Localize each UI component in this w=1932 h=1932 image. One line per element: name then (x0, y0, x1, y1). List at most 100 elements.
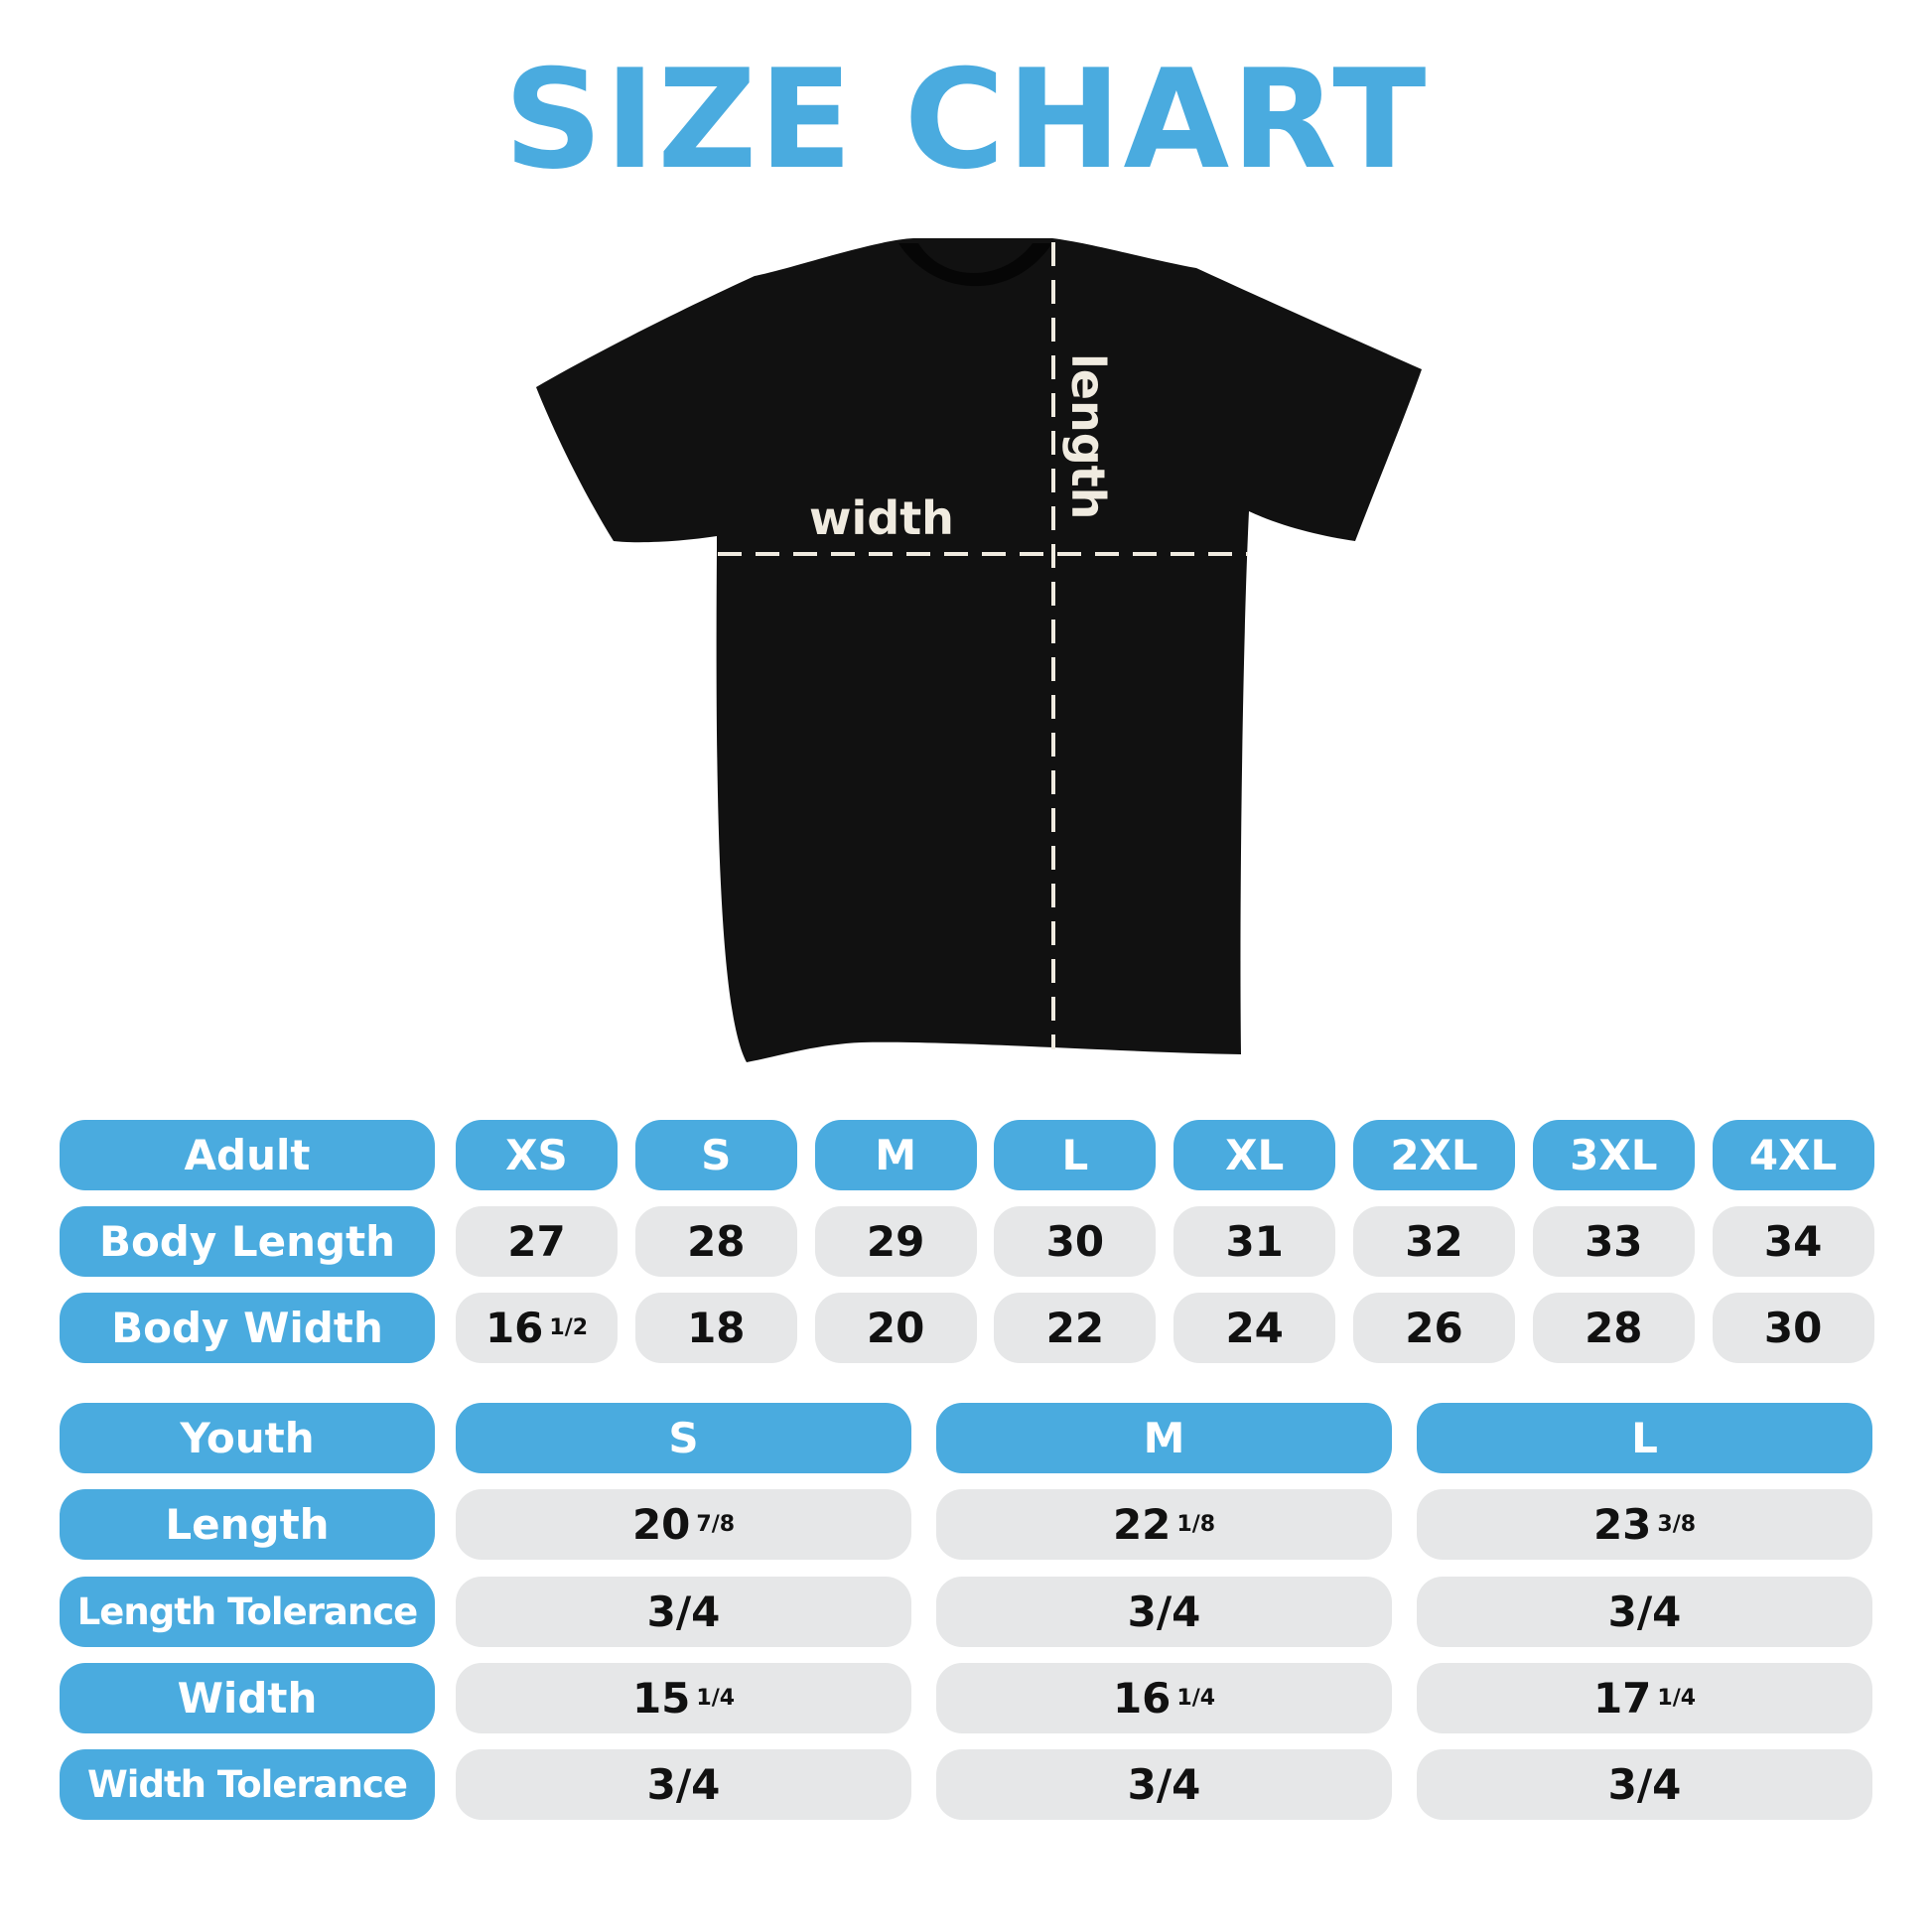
size-header-3xl: 3XL (1532, 1120, 1695, 1190)
size-header-2xl: 2XL (1353, 1120, 1515, 1190)
table-cell-text: 32 (1405, 1217, 1463, 1266)
row-label-text: Length Tolerance (76, 1590, 419, 1633)
row-label: Width Tolerance (60, 1749, 435, 1820)
table-cell: 32 (1353, 1206, 1515, 1277)
table-cell-text: 29 (866, 1217, 925, 1266)
table-cell-text: 22 (1112, 1500, 1172, 1549)
table-cell: 3/4 (1417, 1577, 1872, 1647)
table-cell: 26 (1353, 1293, 1515, 1363)
table-cell-text: 3/4 (646, 1760, 721, 1809)
size-header-m: M (814, 1120, 977, 1190)
table-cell: 30 (994, 1206, 1157, 1277)
size-header-4xl-text: 4XL (1748, 1131, 1838, 1179)
table-cell: 3/4 (936, 1577, 1392, 1647)
row-label-text: Width Tolerance (87, 1763, 408, 1806)
table-cell-text: 34 (1763, 1217, 1823, 1266)
fraction: 1/2 (549, 1315, 589, 1340)
row-label: Body Width (60, 1293, 435, 1363)
row-label-text: Width (177, 1674, 318, 1723)
table-cell-text: 3/4 (1127, 1760, 1201, 1809)
youth-size-header-l-text: L (1631, 1414, 1658, 1462)
size-header-s-text: S (701, 1131, 732, 1179)
table-cell: 3/4 (456, 1577, 911, 1647)
table-cell-text: 28 (687, 1217, 746, 1266)
size-header-xs: XS (456, 1120, 618, 1190)
youth-size-header-m: M (936, 1403, 1392, 1473)
row-label: Length (60, 1489, 435, 1560)
adult-header: Adult (60, 1120, 435, 1190)
tshirt-diagram: width length (536, 238, 1422, 1062)
table-cell: 20 7/8 (456, 1489, 911, 1560)
table-cell: 28 (1532, 1293, 1695, 1363)
youth-size-header-s: S (456, 1403, 911, 1473)
table-cell-text: 30 (1763, 1304, 1823, 1352)
size-header-s: S (634, 1120, 797, 1190)
row-label: Length Tolerance (60, 1577, 435, 1647)
table-cell: 23 3/8 (1417, 1489, 1872, 1560)
page-title: SIZE CHART (503, 40, 1429, 200)
size-header-4xl: 4XL (1712, 1120, 1874, 1190)
table-cell-text: 3/4 (1607, 1760, 1682, 1809)
table-cell-text: 16 (1112, 1674, 1172, 1723)
size-header-2xl-text: 2XL (1390, 1131, 1478, 1179)
table-cell-text: 22 (1045, 1304, 1105, 1352)
table-cell-text: 31 (1225, 1217, 1284, 1266)
tshirt-shape (536, 238, 1422, 1062)
size-header-l-text: L (1061, 1131, 1089, 1179)
table-cell-text: 18 (687, 1304, 746, 1352)
table-cell-text: 3/4 (1127, 1587, 1201, 1636)
table-cell-text: 17 (1592, 1674, 1652, 1723)
row-label: Width (60, 1663, 435, 1733)
table-cell: 24 (1173, 1293, 1336, 1363)
table-cell: 17 1/4 (1417, 1663, 1872, 1733)
table-cell: 15 1/4 (456, 1663, 911, 1733)
table-cell-text: 33 (1585, 1217, 1643, 1266)
table-cell: 30 (1712, 1293, 1874, 1363)
table-cell-text: 30 (1045, 1217, 1105, 1266)
table-cell: 22 (994, 1293, 1157, 1363)
table-cell: 16 1/4 (936, 1663, 1392, 1733)
row-label-text: Body Length (98, 1217, 396, 1266)
table-cell: 3/4 (1417, 1749, 1872, 1820)
table-cell-text: 20 (631, 1500, 691, 1549)
table-cell: 3/4 (936, 1749, 1392, 1820)
size-header-xs-text: XS (505, 1131, 568, 1179)
table-cell: 31 (1173, 1206, 1336, 1277)
length-label: length (1061, 353, 1115, 519)
row-label-text: Body Width (111, 1304, 383, 1352)
fraction: 3/8 (1657, 1512, 1697, 1537)
youth-header: Youth (60, 1403, 435, 1473)
adult-header-text: Adult (184, 1131, 311, 1179)
row-label-text: Length (165, 1500, 330, 1549)
fraction: 1/8 (1176, 1512, 1216, 1537)
table-cell-text: 15 (631, 1674, 691, 1723)
table-cell-text: 27 (507, 1217, 566, 1266)
fraction: 1/4 (1176, 1686, 1216, 1711)
row-label: Body Length (60, 1206, 435, 1277)
size-header-l: L (994, 1120, 1157, 1190)
table-cell: 16 1/2 (456, 1293, 618, 1363)
table-cell: 34 (1712, 1206, 1874, 1277)
table-cell: 28 (634, 1206, 797, 1277)
table-cell: 33 (1532, 1206, 1695, 1277)
table-cell: 3/4 (456, 1749, 911, 1820)
table-cell-text: 3/4 (1607, 1587, 1682, 1636)
youth-size-header-s-text: S (668, 1414, 699, 1462)
fraction: 7/8 (696, 1512, 736, 1537)
youth-header-text: Youth (180, 1414, 315, 1462)
fraction: 1/4 (1657, 1686, 1697, 1711)
fraction: 1/4 (696, 1686, 736, 1711)
table-cell-text: 23 (1592, 1500, 1652, 1549)
size-header-3xl-text: 3XL (1570, 1131, 1658, 1179)
table-cell: 29 (814, 1206, 977, 1277)
size-header-xl-text: XL (1225, 1131, 1285, 1179)
table-cell: 22 1/8 (936, 1489, 1392, 1560)
youth-size-header-m-text: M (1143, 1414, 1185, 1462)
table-cell: 18 (634, 1293, 797, 1363)
table-cell-text: 26 (1405, 1304, 1463, 1352)
table-cell-text: 20 (866, 1304, 925, 1352)
width-label: width (809, 491, 954, 545)
table-cell: 27 (456, 1206, 618, 1277)
table-cell-text: 3/4 (646, 1587, 721, 1636)
table-cell-text: 16 (484, 1304, 544, 1352)
